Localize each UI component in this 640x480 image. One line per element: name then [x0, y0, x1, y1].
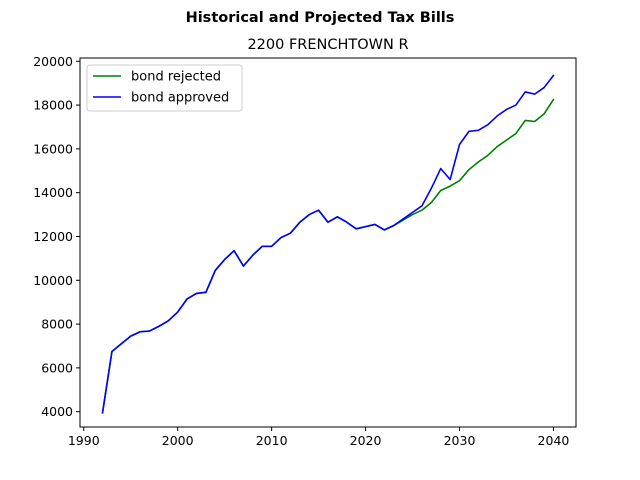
legend-box: [86, 64, 243, 112]
axes-frame: [79, 57, 577, 428]
x-tick-label: 1990: [68, 433, 100, 448]
series-line-bond-rejected: [101, 98, 555, 414]
y-tick-label: 10000: [33, 273, 73, 288]
y-tick-label: 12000: [33, 229, 73, 244]
x-tick-label: 2010: [256, 433, 288, 448]
y-tick-label: 6000: [41, 360, 73, 375]
y-tick-label: 16000: [33, 141, 73, 156]
legend-label: bond approved: [131, 91, 229, 106]
y-tick-label: 18000: [33, 98, 73, 113]
x-tick-label: 2020: [350, 433, 382, 448]
x-tick-label: 2040: [538, 433, 570, 448]
x-tick-label: 2030: [444, 433, 476, 448]
chart-title: 2200 FRENCHTOWN R: [247, 37, 408, 53]
y-tick-label: 14000: [33, 185, 73, 200]
y-tick-label: 20000: [33, 54, 73, 69]
y-tick-label: 8000: [41, 317, 73, 332]
x-tick-label: 2000: [162, 433, 194, 448]
series-line-bond-approved: [101, 74, 555, 414]
legend-label: bond rejected: [131, 70, 221, 85]
plot-area: 1990 2000 2010 2020 2030 2040 4000 6000 8000 1000…: [33, 54, 577, 448]
chart-suptitle: Historical and Projected Tax Bills: [186, 10, 455, 26]
legend: bond rejected bond approved: [86, 64, 243, 112]
y-tick-label: 4000: [41, 404, 73, 419]
